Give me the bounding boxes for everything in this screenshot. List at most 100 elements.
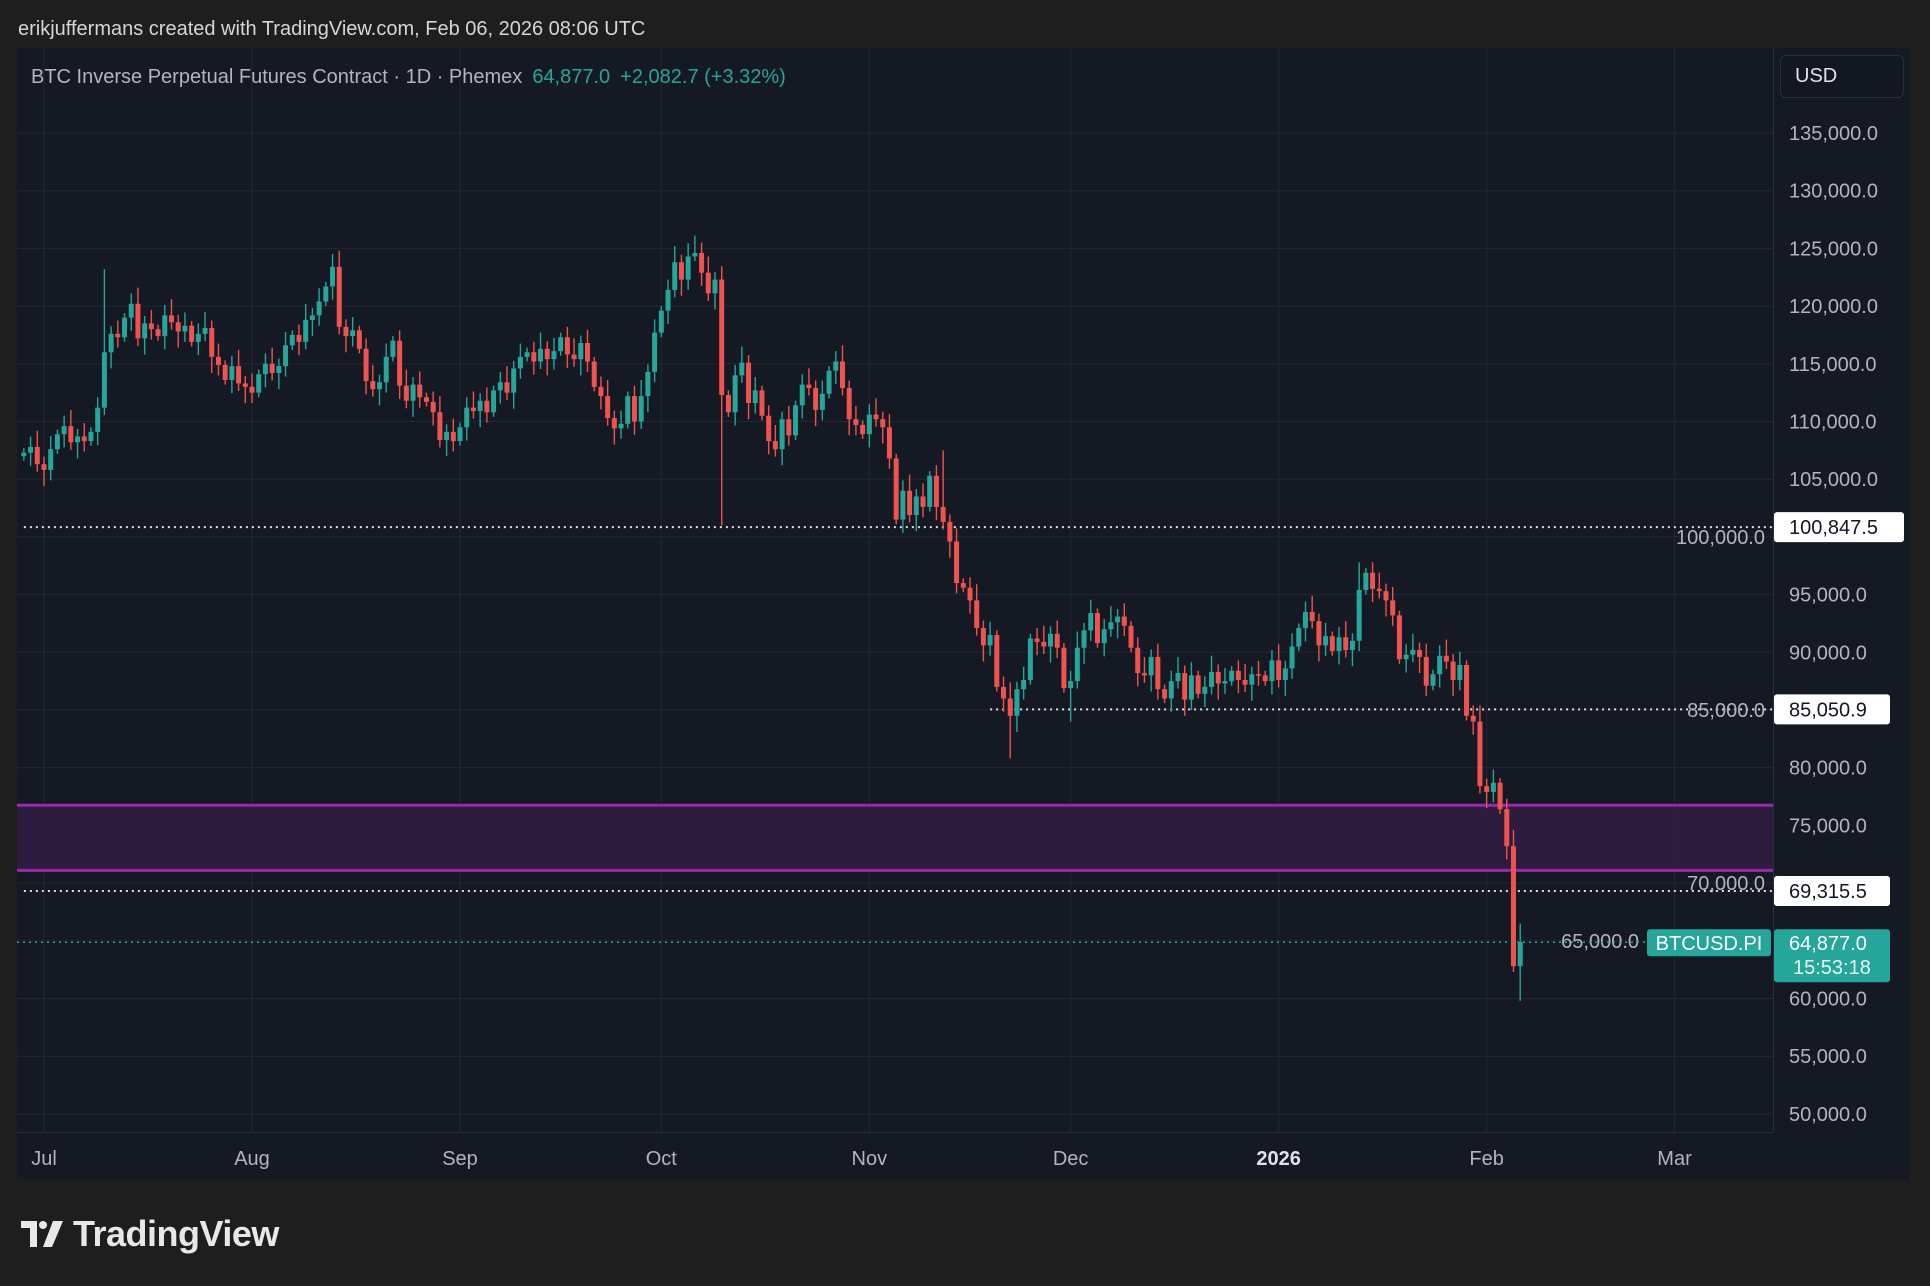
- candle-body[interactable]: [1289, 646, 1295, 669]
- candle-body[interactable]: [517, 356, 523, 369]
- candle-body[interactable]: [987, 634, 993, 646]
- candle-body[interactable]: [417, 384, 423, 398]
- candle-body[interactable]: [195, 333, 201, 342]
- candle-body[interactable]: [1007, 698, 1013, 716]
- candle-body[interactable]: [833, 361, 839, 371]
- candle-body[interactable]: [732, 375, 738, 413]
- candle-body[interactable]: [578, 343, 584, 360]
- candle-body[interactable]: [625, 396, 631, 424]
- candle-body[interactable]: [1484, 786, 1490, 792]
- candle-body[interactable]: [846, 388, 852, 420]
- candle-body[interactable]: [1443, 655, 1449, 662]
- candle-body[interactable]: [336, 266, 342, 327]
- candle-body[interactable]: [95, 407, 101, 432]
- candle-body[interactable]: [1048, 633, 1053, 647]
- candle-body[interactable]: [994, 634, 1000, 687]
- candle-body[interactable]: [974, 600, 980, 629]
- candle-body[interactable]: [1128, 625, 1134, 648]
- candle-body[interactable]: [893, 458, 899, 520]
- candle-body[interactable]: [1464, 664, 1470, 716]
- candle-body[interactable]: [913, 496, 919, 515]
- candle-body[interactable]: [1349, 640, 1355, 650]
- candle-body[interactable]: [1229, 670, 1235, 682]
- candle-body[interactable]: [1430, 674, 1436, 686]
- candle-body[interactable]: [1001, 686, 1007, 699]
- candle-body[interactable]: [511, 368, 517, 393]
- candle-body[interactable]: [1296, 628, 1302, 647]
- candle-body[interactable]: [101, 352, 107, 408]
- candle-body[interactable]: [356, 330, 362, 349]
- candle-body[interactable]: [175, 322, 181, 332]
- candle-body[interactable]: [779, 419, 785, 450]
- candle-body[interactable]: [54, 434, 60, 450]
- level-price-badge[interactable]: [1774, 875, 1890, 906]
- chart-panel[interactable]: Jul Aug Sep Oct Nov Dec 2026 Feb Mar 50,000.0 55,0…: [17, 48, 1910, 1180]
- candle-body[interactable]: [276, 366, 282, 374]
- candle-body[interactable]: [645, 371, 651, 397]
- candle-body[interactable]: [316, 301, 322, 316]
- candle-body[interactable]: [712, 279, 718, 294]
- candle-body[interactable]: [209, 328, 215, 357]
- candle-body[interactable]: [236, 366, 242, 384]
- candle-body[interactable]: [75, 436, 81, 443]
- candle-body[interactable]: [457, 427, 463, 442]
- candle-body[interactable]: [839, 361, 845, 389]
- candle-body[interactable]: [148, 323, 154, 330]
- candle-body[interactable]: [397, 340, 403, 386]
- candle-body[interactable]: [1390, 600, 1396, 616]
- candle-body[interactable]: [638, 396, 644, 422]
- currency-selector[interactable]: USD: [1780, 55, 1904, 98]
- symbol-badge[interactable]: [1647, 929, 1771, 957]
- candle-body[interactable]: [323, 286, 329, 302]
- candle-body[interactable]: [28, 446, 34, 453]
- candle-body[interactable]: [531, 352, 537, 362]
- candle-body[interactable]: [1135, 647, 1141, 674]
- candle-body[interactable]: [142, 323, 148, 339]
- candle-body[interactable]: [303, 319, 309, 342]
- candle-body[interactable]: [886, 427, 892, 459]
- candle-body[interactable]: [1155, 656, 1161, 690]
- candle-body[interactable]: [1202, 686, 1208, 694]
- candle-body[interactable]: [491, 390, 497, 413]
- candle-body[interactable]: [88, 431, 94, 442]
- candle-body[interactable]: [1403, 654, 1409, 660]
- candle-body[interactable]: [1222, 681, 1228, 684]
- candle-body[interactable]: [900, 490, 906, 520]
- candle-body[interactable]: [725, 394, 731, 413]
- candle-body[interactable]: [705, 272, 711, 294]
- candle-body[interactable]: [189, 325, 195, 342]
- candle-body[interactable]: [242, 383, 248, 387]
- candle-body[interactable]: [403, 385, 409, 401]
- candle-body[interactable]: [759, 390, 765, 416]
- candle-body[interactable]: [947, 521, 953, 542]
- candle-body[interactable]: [907, 490, 913, 515]
- candle-body[interactable]: [772, 441, 778, 450]
- candle-body[interactable]: [256, 374, 262, 393]
- candle-body[interactable]: [350, 330, 356, 337]
- candle-body[interactable]: [880, 419, 886, 428]
- candle-body[interactable]: [1068, 681, 1074, 689]
- tradingview-logo[interactable]: TradingView: [21, 1212, 279, 1256]
- candle-body[interactable]: [1168, 681, 1174, 699]
- symbol-title[interactable]: BTC Inverse Perpetual Futures Contract ·…: [31, 66, 523, 88]
- candle-body[interactable]: [470, 407, 476, 412]
- candle-body[interactable]: [202, 328, 208, 334]
- candle-body[interactable]: [524, 352, 530, 357]
- candle-body[interactable]: [61, 426, 67, 435]
- candle-body[interactable]: [135, 303, 141, 339]
- candle-body[interactable]: [81, 436, 87, 442]
- candle-body[interactable]: [1363, 572, 1369, 590]
- candle-body[interactable]: [1121, 616, 1127, 626]
- candle-body[interactable]: [1497, 782, 1503, 810]
- candle-body[interactable]: [390, 340, 396, 357]
- candle-body[interactable]: [618, 423, 624, 429]
- candle-body[interactable]: [591, 361, 597, 387]
- candle-body[interactable]: [477, 400, 483, 412]
- candle-body[interactable]: [182, 325, 188, 332]
- candle-body[interactable]: [766, 415, 772, 442]
- candle-body[interactable]: [960, 583, 966, 588]
- candle-body[interactable]: [155, 329, 161, 337]
- candle-body[interactable]: [873, 414, 879, 420]
- candle-body[interactable]: [665, 289, 671, 311]
- candle-body[interactable]: [699, 253, 705, 273]
